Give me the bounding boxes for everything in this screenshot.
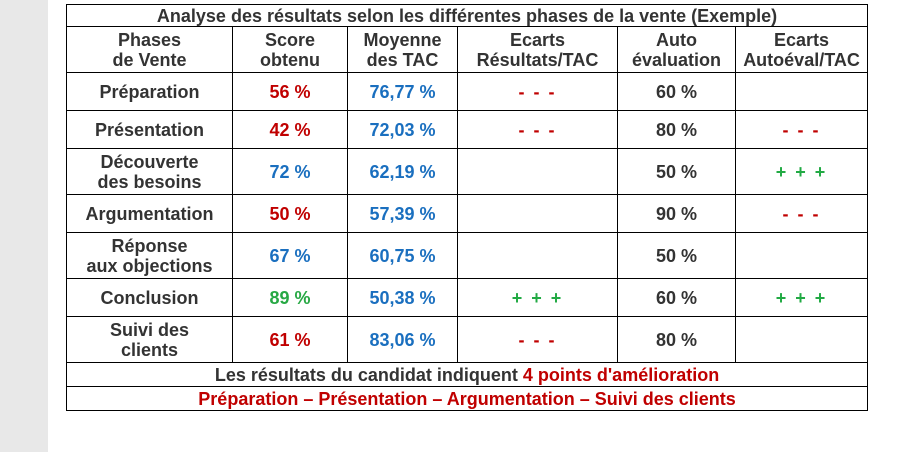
header-auto-evaluation: Auto évaluation xyxy=(617,26,736,73)
header-line: Moyenne xyxy=(363,29,442,50)
results-table: Analyse des résultats selon les différen… xyxy=(65,4,869,411)
header-line: de Vente xyxy=(112,49,187,70)
ecart-tac-cell: - - - xyxy=(457,110,618,149)
moyenne-cell: 50,38 % xyxy=(347,278,458,317)
auto-evaluation-cell: 80 % xyxy=(617,316,736,363)
phase-line: clients xyxy=(120,339,179,360)
table-row: Découverte des besoins 72 % 62,19 % 50 % + + … xyxy=(66,148,869,195)
header-phases: Phases de Vente xyxy=(66,26,233,73)
ecart-autoeval-cell: - - - xyxy=(734,110,869,149)
phase-line: aux objections xyxy=(86,255,213,276)
header-ecarts-autoeval: Ecarts Autoéval/TAC xyxy=(734,26,869,73)
ecart-tac-cell: - - - xyxy=(457,72,618,111)
score-cell: 42 % xyxy=(232,110,348,149)
auto-evaluation-cell: 50 % xyxy=(617,232,736,279)
phase-line: Réponse xyxy=(111,235,188,256)
header-line: Score xyxy=(264,29,316,50)
ecart-autoeval-cell: + + + xyxy=(734,148,869,195)
ecart-autoeval-cell xyxy=(734,72,869,111)
summary-highlight: 4 points d'amélioration xyxy=(522,364,720,385)
score-cell: 61 % xyxy=(232,316,348,363)
header-line: Phases xyxy=(117,29,182,50)
auto-evaluation-cell: 80 % xyxy=(617,110,736,149)
table-row: Suivi des clients 61 % 83,06 % - - -80 % xyxy=(66,316,869,363)
summary-cell: Les résultats du candidat indiquent 4 po… xyxy=(65,362,869,387)
header-line: évaluation xyxy=(631,49,722,70)
phase-cell: Préparation xyxy=(66,72,233,111)
ecart-tac-cell xyxy=(457,232,618,279)
table-row: Conclusion 89 % 50,38 % + + +60 % + + + xyxy=(66,278,869,317)
score-cell: 50 % xyxy=(232,194,348,233)
score-cell: 56 % xyxy=(232,72,348,111)
ecart-autoeval-cell: - - - xyxy=(734,194,869,233)
table-row: Préparation 56 % 76,77 % - - -60 % xyxy=(66,72,869,111)
phase-line: Découverte xyxy=(100,151,199,172)
phase-line: Argumentation xyxy=(85,203,214,224)
ecart-autoeval-cell: + + + xyxy=(734,278,869,317)
moyenne-cell: 76,77 % xyxy=(347,72,458,111)
table-row: Présentation 42 % 72,03 % - - -80 % - - - xyxy=(66,110,869,149)
phase-cell: Présentation xyxy=(66,110,233,149)
auto-evaluation-cell: 50 % xyxy=(617,148,736,195)
ecart-autoeval-cell xyxy=(734,232,869,279)
phase-line: Conclusion xyxy=(100,287,199,308)
phase-line: Présentation xyxy=(94,119,205,140)
summary-text: Les résultats du candidat indiquent xyxy=(214,364,523,385)
auto-evaluation-cell: 60 % xyxy=(617,278,736,317)
ecart-tac-cell xyxy=(457,194,618,233)
header-line: Autoéval/TAC xyxy=(743,49,860,70)
auto-evaluation-cell: 60 % xyxy=(617,72,736,111)
header-ecarts-tac: Ecarts Résultats/TAC xyxy=(457,26,618,73)
left-margin-strip xyxy=(0,0,48,452)
ecart-autoeval-cell xyxy=(734,316,869,363)
table-row: Réponse aux objections 67 % 60,75 % 50 % xyxy=(66,232,869,279)
ecart-tac-cell: + + + xyxy=(457,278,618,317)
phase-line: Préparation xyxy=(99,81,200,102)
phase-cell: Conclusion xyxy=(66,278,233,317)
ecart-tac-cell: - - - xyxy=(457,316,618,363)
header-line: obtenu xyxy=(260,49,320,70)
improvement-list: Préparation – Présentation – Argumentati… xyxy=(65,386,869,411)
moyenne-cell: 72,03 % xyxy=(347,110,458,149)
header-line: Ecarts xyxy=(509,29,566,50)
moyenne-cell: 83,06 % xyxy=(347,316,458,363)
moyenne-cell: 62,19 % xyxy=(347,148,458,195)
header-line: Ecarts xyxy=(774,29,830,50)
phase-line: des besoins xyxy=(97,171,202,192)
score-cell: 89 % xyxy=(232,278,348,317)
header-line: des TAC xyxy=(366,49,439,70)
moyenne-cell: 60,75 % xyxy=(347,232,458,279)
header-moyenne: Moyenne des TAC xyxy=(347,26,458,73)
header-score: Score obtenu xyxy=(232,26,348,73)
phase-cell: Argumentation xyxy=(66,194,233,233)
header-line: Résultats/TAC xyxy=(476,49,599,70)
table-row: Argumentation 50 % 57,39 % 90 % - - - xyxy=(66,194,869,233)
phase-cell: Découverte des besoins xyxy=(66,148,233,195)
phase-cell: Suivi des clients xyxy=(66,316,233,363)
phase-line: Suivi des xyxy=(109,319,190,340)
score-cell: 67 % xyxy=(232,232,348,279)
phase-cell: Réponse aux objections xyxy=(66,232,233,279)
auto-evaluation-cell: 90 % xyxy=(617,194,736,233)
ecart-tac-cell xyxy=(457,148,618,195)
header-line: Auto xyxy=(656,29,697,50)
moyenne-cell: 57,39 % xyxy=(347,194,458,233)
table-title: Analyse des résultats selon les différen… xyxy=(65,4,869,27)
score-cell: 72 % xyxy=(232,148,348,195)
